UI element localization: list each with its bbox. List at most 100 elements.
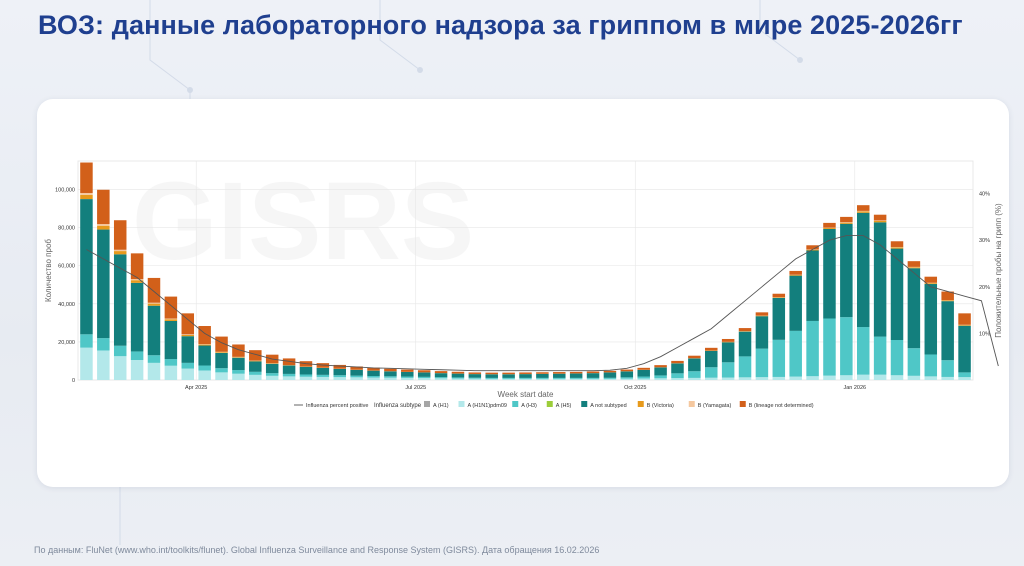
bar-segment — [350, 377, 363, 380]
bar-segment — [215, 352, 228, 369]
bar-segment — [840, 375, 853, 380]
x-axis-title: Week start date — [498, 390, 554, 399]
bar-segment — [941, 360, 954, 377]
bar-segment — [485, 374, 498, 378]
y2-tick-label: 20% — [979, 285, 990, 291]
bar-segment — [97, 224, 110, 226]
legend-item: B (Victoria) — [647, 403, 674, 409]
bar-segment — [755, 312, 769, 316]
bar-segment — [924, 276, 938, 283]
bar-segment — [772, 297, 786, 298]
bar-segment — [806, 320, 819, 377]
bar-segment — [856, 212, 870, 328]
bar-segment — [536, 377, 549, 379]
bar-segment — [215, 336, 228, 352]
bar-segment — [941, 291, 954, 301]
influenza-chart: GISRS 0 20,000 40,000 60,000 80,000 100,000 10… — [44, 160, 1003, 409]
bar-segment — [907, 268, 921, 349]
bar-segment — [502, 372, 515, 375]
bar-segment — [502, 378, 515, 380]
bar-segment — [265, 363, 279, 374]
bar-segment — [113, 249, 127, 252]
bar-segment — [890, 248, 904, 341]
bar-segment — [97, 189, 110, 225]
bar-segment — [738, 356, 752, 378]
bar-segment — [890, 241, 904, 247]
bar-segment — [856, 210, 870, 212]
bar-segment — [181, 362, 195, 369]
y-tick-label: 80,000 — [58, 226, 75, 232]
bar-segment — [823, 228, 836, 229]
bar-segment — [113, 251, 127, 255]
legend-line-label: Influenza percent positive — [306, 403, 368, 409]
y2-tick-label: 40% — [979, 192, 990, 198]
bar-segment — [113, 345, 127, 357]
bar-segment — [553, 378, 566, 380]
percent-line — [86, 235, 999, 372]
bar-segment — [198, 344, 211, 346]
bar-segment — [147, 305, 161, 356]
bar-segment — [519, 374, 532, 378]
bar-segment — [519, 378, 532, 380]
bar-segment — [671, 360, 684, 364]
bar-segment — [586, 377, 600, 379]
bar-segment — [705, 377, 718, 380]
bar-segment — [873, 374, 887, 380]
bar-segment — [958, 372, 971, 378]
bar-segment — [147, 355, 161, 363]
bar-segment — [890, 247, 904, 249]
legend-item: A (H3) — [521, 403, 537, 409]
bar-segment — [789, 274, 802, 276]
bar-segment — [569, 378, 583, 380]
bar-segment — [97, 225, 110, 230]
bar-segment — [80, 334, 93, 348]
legend-item: A (H5) — [556, 403, 572, 409]
bar-segment — [721, 377, 735, 380]
bar-segment — [198, 365, 211, 371]
bar-segment — [350, 375, 363, 378]
bar-segment — [401, 376, 414, 378]
legend-item: A (H1N1)pdm09 — [468, 403, 507, 409]
y2-tick-label: 30% — [979, 238, 990, 244]
legend-item: B (Yamagata) — [698, 403, 732, 409]
bar-segment — [789, 270, 802, 275]
bar-segment — [586, 371, 600, 374]
bar-segment — [130, 360, 144, 380]
legend-swatch — [637, 401, 644, 407]
bar-segment — [553, 372, 566, 374]
y2-axis-title: Положительные пробы на грипп (%) — [994, 203, 1003, 338]
bar-segment — [215, 368, 228, 373]
bar-segment — [823, 222, 836, 228]
bar-segment — [417, 376, 431, 379]
bar-segment — [451, 377, 465, 379]
bar-segment — [536, 373, 549, 378]
legend-swatch — [546, 401, 553, 407]
legend-item: B (lineage not determined) — [749, 403, 814, 409]
legend-swatch — [688, 401, 695, 407]
bar-segment — [384, 371, 397, 377]
chart-card: GISRS 0 20,000 40,000 60,000 80,000 100,000 10… — [37, 99, 1009, 487]
bar-segment — [620, 377, 634, 379]
bar-segment — [772, 376, 786, 380]
bar-segment — [671, 363, 684, 374]
bar-segment — [468, 374, 482, 378]
bar-segment — [299, 366, 313, 375]
x-tick-label: Oct 2025 — [624, 385, 646, 391]
bar-segment — [637, 378, 650, 380]
bar-segment — [130, 280, 144, 283]
bar-segment — [688, 377, 701, 380]
bar-segment — [772, 297, 786, 340]
bar-segment — [586, 378, 600, 380]
bar-segment — [772, 293, 786, 298]
bar-segment — [603, 370, 617, 373]
bar-segment — [840, 216, 853, 223]
bar-segment — [265, 375, 279, 380]
bar-segment — [147, 302, 161, 304]
bar-segment — [823, 318, 836, 376]
bar-segment — [451, 373, 465, 378]
y-tick-label: 100,000 — [55, 188, 75, 194]
x-tick-label: Jul 2025 — [405, 385, 426, 391]
bar-segment — [113, 356, 127, 380]
bar-segment — [738, 331, 752, 357]
bar-segment — [299, 374, 313, 377]
